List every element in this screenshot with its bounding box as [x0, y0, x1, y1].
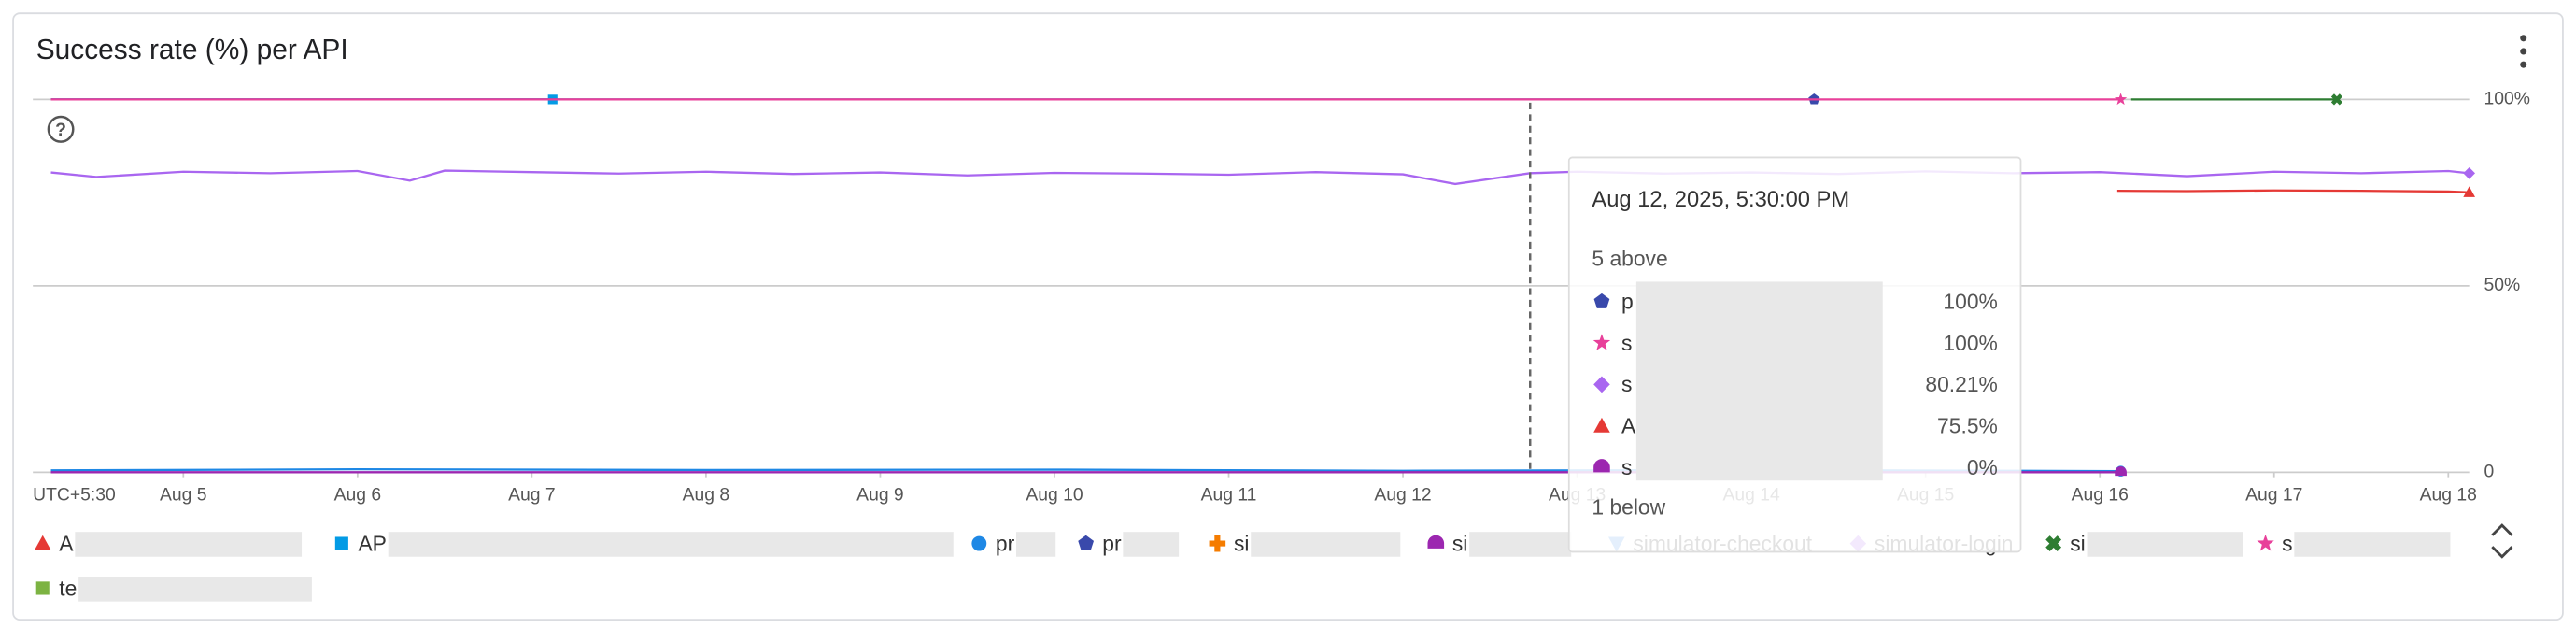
redaction	[388, 532, 954, 557]
series-line	[50, 169, 2470, 186]
legend-label: te	[59, 576, 77, 600]
legend-marker	[2257, 534, 2274, 551]
redaction	[75, 532, 303, 557]
y-tick-label: 50%	[2484, 275, 2520, 295]
card-frame	[12, 12, 2564, 621]
tooltip-below: 1 below	[1592, 494, 1665, 519]
tooltip-value: 80.21%	[1925, 372, 1997, 396]
redaction	[78, 577, 312, 602]
x-tick-label: Aug 16	[2072, 484, 2129, 505]
tooltip-value: 100%	[1943, 289, 1997, 313]
series-end-marker	[2463, 166, 2476, 179]
series-end-marker	[2463, 186, 2476, 197]
legend-label: si	[1452, 531, 1468, 555]
tooltip-marker	[1592, 334, 1611, 350]
legend-label: A	[59, 531, 74, 555]
legend-label: AP	[358, 531, 386, 555]
redaction	[1469, 532, 1572, 557]
more-menu[interactable]	[2520, 35, 2527, 68]
legend-label: si	[2070, 531, 2086, 555]
help-icon[interactable]: ?	[47, 115, 75, 143]
tooltip-name: s	[1621, 455, 1632, 479]
legend-label: pr	[1102, 531, 1122, 555]
tooltip-title: Aug 12, 2025, 5:30:00 PM	[1592, 187, 1849, 212]
x-tick-label: Aug 17	[2245, 484, 2302, 505]
tooltip-name: s	[1621, 372, 1632, 396]
legend-item[interactable]: A	[34, 531, 303, 557]
legend-item[interactable]: si	[2045, 531, 2243, 557]
legend-item[interactable]: s	[2257, 531, 2451, 557]
series-end-marker	[2330, 93, 2342, 106]
tooltip-marker	[1593, 459, 1610, 473]
redaction	[1251, 532, 1401, 557]
redaction	[1635, 281, 1883, 481]
legend-item[interactable]: te	[35, 576, 312, 602]
x-tick-label: Aug 11	[1201, 484, 1257, 505]
legend-marker	[2045, 535, 2062, 552]
tooltip-name: s	[1621, 331, 1632, 355]
tooltip-name: A	[1621, 413, 1636, 437]
x-tick-label: Aug 6	[334, 484, 382, 505]
redaction	[2294, 532, 2451, 557]
legend-label: s	[2282, 531, 2292, 555]
redaction	[1123, 532, 1180, 557]
series-end-marker	[2115, 465, 2127, 477]
tooltip-marker	[1593, 293, 1610, 308]
tooltip-name: p	[1621, 289, 1634, 313]
series-end-marker	[2114, 93, 2128, 106]
legend-label: si	[1234, 531, 1250, 555]
legend-marker	[334, 536, 348, 550]
x-tick-label: Aug 12	[1374, 484, 1431, 505]
y-tick-label: 100%	[2484, 88, 2529, 108]
y-tick-label: 0	[2484, 461, 2494, 481]
chart-title: Success rate (%) per API	[36, 35, 348, 65]
legend-marker	[34, 535, 51, 550]
x-tick-label: Aug 8	[683, 484, 730, 505]
legend-item[interactable]: si	[1209, 531, 1401, 557]
legend-item[interactable]: pr	[1078, 531, 1180, 557]
legend-marker	[1078, 535, 1095, 550]
legend-marker	[1427, 535, 1445, 549]
x-tick-label: Aug 10	[1026, 484, 1083, 505]
legend-marker	[1209, 535, 1226, 552]
legend-marker	[971, 535, 987, 551]
x-tick-label: Aug 5	[160, 484, 207, 505]
x-tick-label: Aug 7	[508, 484, 556, 505]
timezone-label: UTC+5:30	[33, 484, 116, 505]
legend-item[interactable]: pr	[971, 531, 1056, 557]
tooltip-value: 100%	[1943, 331, 1997, 355]
tooltip-value: 0%	[1967, 455, 1998, 479]
x-tick-label: Aug 18	[2420, 484, 2477, 505]
legend-item[interactable]: AP	[334, 531, 954, 557]
tooltip-value: 75.5%	[1937, 413, 1998, 437]
series-line	[2116, 189, 2470, 193]
svg-text:?: ?	[55, 120, 66, 140]
legend-toggle[interactable]	[2491, 523, 2513, 559]
legend-item[interactable]: si	[1427, 531, 1572, 557]
tooltip-marker	[1593, 417, 1610, 433]
redaction	[2087, 532, 2243, 557]
legend-label: pr	[996, 531, 1015, 555]
tooltip-above: 5 above	[1592, 246, 1667, 270]
legend-marker	[35, 581, 50, 595]
x-tick-label: Aug 9	[856, 484, 904, 505]
redaction	[1015, 532, 1056, 557]
